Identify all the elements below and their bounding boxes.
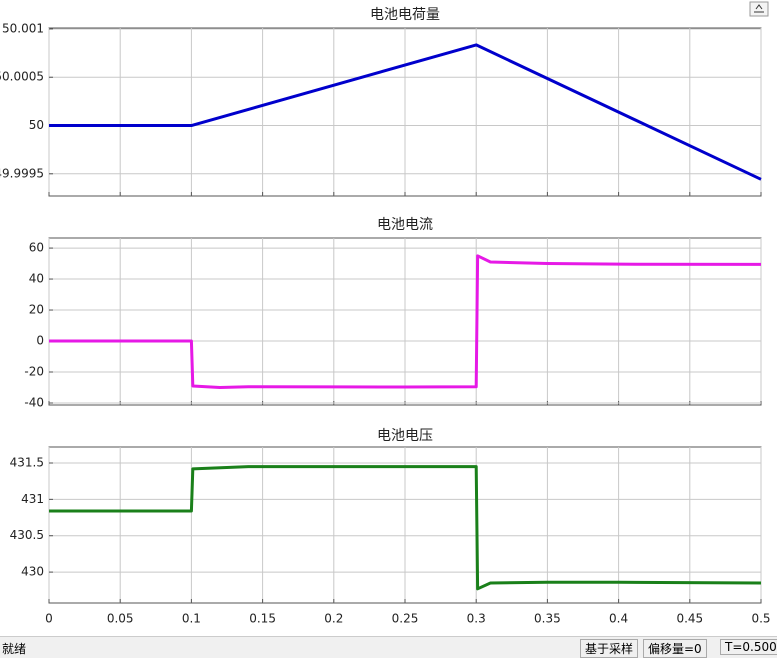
status-sampling: 基于采样 (580, 639, 639, 658)
restore-icon (754, 4, 764, 13)
x-tick-label: 0.05 (107, 612, 134, 626)
y-tick-label: 431 (21, 492, 44, 506)
y-tick-label: 430 (21, 565, 44, 579)
data-line (49, 43, 762, 181)
x-tick-label: 0.15 (249, 612, 276, 626)
data-line (49, 254, 762, 389)
y-tick-label: 60 (29, 241, 44, 255)
chart-title: 电池电荷量 (370, 7, 440, 23)
y-tick-label: 49.9995 (0, 166, 44, 180)
y-tick-label: -40 (24, 395, 44, 409)
status-bar: 就绪 基于采样 偏移量=0 T=0.500 (0, 636, 777, 658)
status-time: T=0.500 (720, 639, 777, 655)
x-tick-label: 0 (45, 612, 53, 626)
x-tick-label: 0.1 (182, 612, 201, 626)
y-tick-label: 430.5 (10, 528, 44, 542)
restore-button[interactable] (749, 1, 769, 17)
x-tick-label: 0.45 (676, 612, 703, 626)
status-offset: 偏移量=0 (643, 639, 707, 658)
x-tick-label: 0.4 (609, 612, 628, 626)
scope: 电池电荷量 49.9995 50 50.0005 50.001 电池电流 -40 -20 0 20… (0, 1, 771, 626)
y-tick-label: 50 (29, 118, 44, 132)
x-tick-label: 0.2 (324, 612, 343, 626)
chart-title: 电池电压 (377, 428, 433, 444)
x-tick-label: 0.35 (534, 612, 561, 626)
y-tick-label: 40 (29, 272, 44, 286)
data-line (49, 465, 762, 591)
x-tick-label: 0.25 (392, 612, 419, 626)
status-text: 就绪 (2, 642, 27, 656)
y-tick-label: 50.0005 (0, 70, 44, 84)
y-tick-label: 431.5 (10, 456, 44, 470)
y-tick-label: -20 (24, 365, 44, 379)
chart-title: 电池电流 (377, 217, 433, 233)
x-tick-label: 0.5 (751, 612, 770, 626)
x-tick-label: 0.3 (467, 612, 486, 626)
y-tick-label: 50.001 (2, 21, 44, 35)
y-tick-label: 0 (36, 334, 44, 348)
y-tick-label: 20 (29, 303, 44, 317)
